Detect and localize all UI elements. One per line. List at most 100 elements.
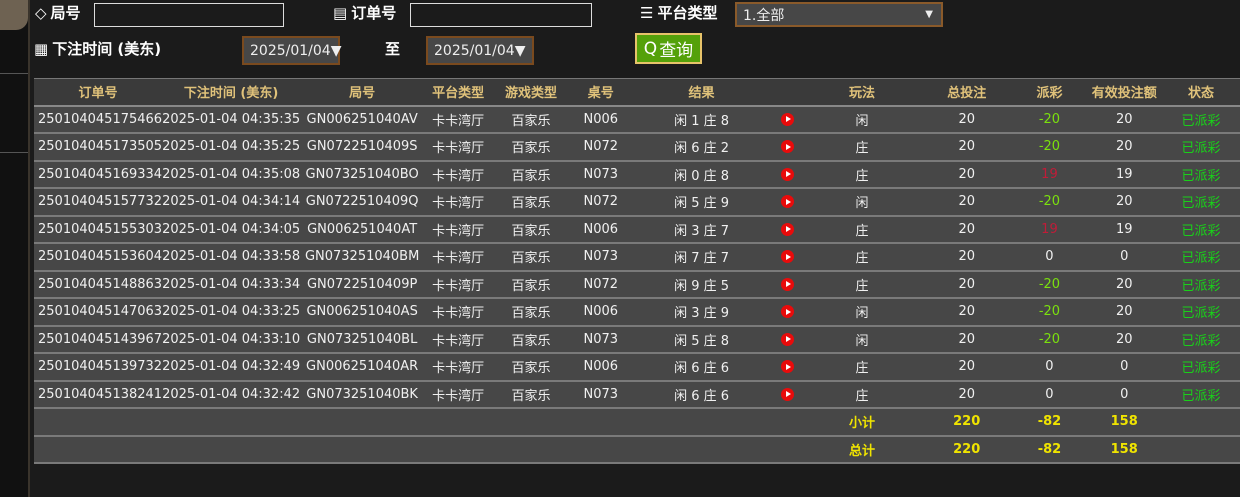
column-header: 平台类型: [424, 78, 493, 107]
valid-bet-cell: 19: [1086, 160, 1163, 189]
date-to-select[interactable]: 2025/01/04▼: [426, 36, 534, 65]
play-video-icon[interactable]: [780, 277, 794, 291]
valid-bet-cell: 20: [1086, 298, 1163, 327]
play-cell[interactable]: [771, 188, 804, 217]
clipboard-icon: ▤: [333, 3, 348, 22]
column-header: 桌号: [569, 78, 632, 107]
game-type-cell: 百家乐: [492, 325, 570, 354]
total-bet-cell: 20: [920, 353, 1013, 382]
table-header: 订单号 下注时间 (美东) 局号 平台类型 游戏类型 桌号 结果 玩法 总投注 派彩 有效投注额 状态: [34, 78, 1240, 107]
play-video-icon[interactable]: [780, 167, 794, 181]
platform-label: ☰ 平台类型: [640, 3, 718, 23]
query-button[interactable]: Q 查询: [635, 33, 702, 64]
play-video-icon[interactable]: [780, 360, 794, 374]
result-cell: 闲 3 庄 9: [631, 298, 772, 327]
platform-cell: 卡卡湾厅: [424, 215, 493, 244]
bet-type-cell: 闲: [803, 188, 921, 217]
play-video-icon[interactable]: [780, 140, 794, 154]
status-cell: 已派彩: [1162, 105, 1240, 134]
play-cell[interactable]: [771, 105, 804, 134]
table-no-cell: N006: [569, 215, 632, 244]
play-video-icon[interactable]: [780, 332, 794, 346]
order-id-cell: 250104045143967: [34, 325, 163, 354]
bet-type-cell: 闲: [803, 105, 921, 134]
total-bet-cell: 20: [920, 160, 1013, 189]
play-video-icon[interactable]: [780, 195, 794, 209]
total-bet-cell: 20: [920, 380, 1013, 409]
table-no-cell: N073: [569, 160, 632, 189]
list-icon: ☰: [640, 3, 654, 22]
table-no-cell: N072: [569, 270, 632, 299]
game-type-cell: 百家乐: [492, 105, 570, 134]
calendar-icon: ▦: [34, 39, 49, 58]
play-video-icon[interactable]: [780, 222, 794, 236]
subtotal-empty-cell: [1162, 408, 1240, 437]
platform-cell: 卡卡湾厅: [424, 270, 493, 299]
valid-bet-cell: 0: [1086, 353, 1163, 382]
total-empty-cell: [1162, 435, 1240, 464]
subtotal-row: 小计 220 -82 158: [34, 408, 1240, 437]
bet-time-cell: 2025-01-04 04:32:49: [162, 353, 301, 382]
valid-bet-cell: 20: [1086, 133, 1163, 162]
table-row: 250104045173505 2025-01-04 04:35:25 GN0722…: [34, 133, 1240, 162]
play-video-icon[interactable]: [780, 387, 794, 401]
status-cell: 已派彩: [1162, 298, 1240, 327]
play-cell[interactable]: [771, 270, 804, 299]
bet-time-cell: 2025-01-04 04:35:35: [162, 105, 301, 134]
total-bet-cell: 20: [920, 298, 1013, 327]
round-id-cell: GN006251040AR: [300, 353, 425, 382]
play-cell[interactable]: [771, 215, 804, 244]
to-label: 至: [385, 40, 401, 58]
order-input[interactable]: [410, 3, 592, 27]
platform-cell: 卡卡湾厅: [424, 380, 493, 409]
payout-cell: 0: [1012, 380, 1087, 409]
result-cell: 闲 7 庄 7: [631, 243, 772, 272]
status-cell: 已派彩: [1162, 133, 1240, 162]
status-cell: 已派彩: [1162, 380, 1240, 409]
payout-cell: -20: [1012, 325, 1087, 354]
subtotal-bet-cell: 220: [920, 408, 1013, 437]
table-no-cell: N073: [569, 380, 632, 409]
play-video-icon[interactable]: [780, 250, 794, 264]
result-cell: 闲 0 庄 8: [631, 160, 772, 189]
play-cell[interactable]: [771, 325, 804, 354]
total-bet-cell: 20: [920, 105, 1013, 134]
round-id-cell: GN006251040AS: [300, 298, 425, 327]
bet-time-cell: 2025-01-04 04:35:08: [162, 160, 301, 189]
payout-cell: 0: [1012, 353, 1087, 382]
play-cell[interactable]: [771, 298, 804, 327]
payout-cell: -20: [1012, 133, 1087, 162]
table-row: 250104045153604 2025-01-04 04:33:58 GN0732…: [34, 243, 1240, 272]
play-cell[interactable]: [771, 353, 804, 382]
table-no-cell: N073: [569, 325, 632, 354]
bet-type-cell: 庄: [803, 380, 921, 409]
result-cell: 闲 6 庄 6: [631, 353, 772, 382]
result-cell: 闲 3 庄 7: [631, 215, 772, 244]
total-bet-cell: 20: [920, 270, 1013, 299]
total-bet-cell: 220: [920, 435, 1013, 464]
bet-time-cell: 2025-01-04 04:34:14: [162, 188, 301, 217]
round-id-cell: GN073251040BO: [300, 160, 425, 189]
game-type-cell: 百家乐: [492, 215, 570, 244]
play-video-icon[interactable]: [780, 112, 794, 126]
play-cell[interactable]: [771, 133, 804, 162]
platform-select[interactable]: 1.全部 ▼: [735, 2, 943, 27]
bet-type-cell: 闲: [803, 325, 921, 354]
table-no-cell: N072: [569, 133, 632, 162]
sidebar-tab[interactable]: [0, 0, 28, 30]
subtotal-payout-cell: -82: [1012, 408, 1087, 437]
bet-time-cell: 2025-01-04 04:32:42: [162, 380, 301, 409]
total-payout-cell: -82: [1012, 435, 1087, 464]
status-cell: 已派彩: [1162, 160, 1240, 189]
play-cell[interactable]: [771, 160, 804, 189]
table-row: 250104045157732 2025-01-04 04:34:14 GN0722…: [34, 188, 1240, 217]
round-input[interactable]: [94, 3, 284, 27]
play-cell[interactable]: [771, 243, 804, 272]
bet-time-cell: 2025-01-04 04:33:25: [162, 298, 301, 327]
date-from-select[interactable]: 2025/01/04▼: [242, 36, 341, 65]
order-id-cell: 250104045169334: [34, 160, 163, 189]
order-id-cell: 250104045175466: [34, 105, 163, 134]
play-cell[interactable]: [771, 380, 804, 409]
play-video-icon[interactable]: [780, 305, 794, 319]
status-cell: 已派彩: [1162, 188, 1240, 217]
